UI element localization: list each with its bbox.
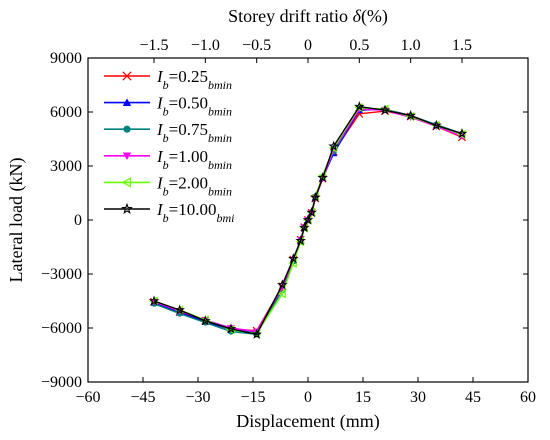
data-point <box>277 289 286 299</box>
legend-label: Ib=0.25bmin <box>156 67 232 92</box>
legend-marker <box>121 177 131 188</box>
top-tick-label: 1.5 <box>452 37 472 54</box>
marks-layer <box>148 101 468 339</box>
top-axis-label-unit: (%) <box>361 6 388 27</box>
top-tick-label: −1.5 <box>139 37 168 54</box>
legend-label: Ib=2.00bmin <box>156 173 232 198</box>
top-tick-label: −0.5 <box>242 37 271 54</box>
data-point <box>251 328 262 339</box>
data-point <box>200 315 211 326</box>
ticks-layer: −60 −45 −30 −15 0 15 30 45 60 −9000 −6000 −3000 0 300… <box>41 37 536 406</box>
data-point <box>457 129 466 140</box>
x-tick-label: 0 <box>304 389 312 406</box>
data-point <box>405 110 416 121</box>
legend-item: Ib=0.25bmin <box>104 67 232 92</box>
data-point <box>379 104 391 115</box>
legend: Ib=0.25bminIb=0.50bminIb=0.75bminIb=1.00… <box>104 67 235 225</box>
data-point <box>299 221 310 233</box>
y-tick-label: −6000 <box>41 320 82 337</box>
legend-label: Ib=0.75bmin <box>156 120 232 145</box>
y-tick-label: −3000 <box>41 266 82 283</box>
data-point <box>174 304 185 315</box>
data-point <box>148 295 160 306</box>
x-tick-label: 15 <box>355 389 371 406</box>
legend-marker <box>122 152 132 160</box>
legend-label: Ib=0.50bmin <box>156 94 232 119</box>
legend-marker <box>123 125 131 133</box>
data-point <box>288 258 297 268</box>
top-tick-label: −1.0 <box>191 37 220 54</box>
series-5 <box>148 101 468 339</box>
y-tick-label: −9000 <box>41 374 82 391</box>
x-axis-label: Displacement (mm) <box>236 411 379 432</box>
data-point <box>225 323 237 334</box>
data-point <box>317 172 328 183</box>
y-tick-label: 0 <box>74 212 82 229</box>
legend-label: Ib=10.00bmi <box>156 200 235 225</box>
x-tick-label: 30 <box>410 389 426 406</box>
legend-marker <box>121 202 133 215</box>
legend-marker <box>122 71 132 81</box>
x-tick-label: −15 <box>240 389 265 406</box>
data-point <box>288 253 299 264</box>
data-point <box>431 119 442 131</box>
x-tick-label: 60 <box>520 389 536 406</box>
x-tick-label: 45 <box>465 389 481 406</box>
legend-item: Ib=0.50bmin <box>104 94 232 119</box>
data-point <box>328 140 339 151</box>
legend-item: Ib=10.00bmi <box>104 200 235 225</box>
data-point <box>277 279 288 290</box>
legend-item: Ib=1.00bmin <box>104 147 232 172</box>
x-tick-label: −30 <box>185 389 210 406</box>
x-tick-label: −45 <box>130 389 155 406</box>
top-axis-label-base: Storey drift ratio <box>228 6 352 26</box>
y-tick-label: 6000 <box>50 104 82 121</box>
data-point <box>456 128 468 139</box>
series-line <box>153 105 463 336</box>
y-tick-label: 9000 <box>50 50 82 67</box>
x-tick-label: −60 <box>75 389 100 406</box>
legend-label: Ib=1.00bmin <box>156 147 232 172</box>
data-point <box>354 101 365 112</box>
data-point <box>310 191 321 203</box>
top-tick-label: 0.5 <box>349 37 369 54</box>
data-point <box>306 206 317 217</box>
legend-item: Ib=0.75bmin <box>104 120 232 145</box>
top-axis-label: Storey drift ratio δ(%) <box>228 6 388 27</box>
y-tick-label: 3000 <box>50 158 82 175</box>
legend-item: Ib=2.00bmin <box>104 173 232 198</box>
top-axis-label-symbol: δ <box>353 6 362 26</box>
legend-marker <box>122 98 132 106</box>
data-point <box>295 235 306 246</box>
top-tick-label: 0 <box>304 37 312 54</box>
data-point <box>302 214 314 225</box>
y-axis-label: Lateral load (kN) <box>6 158 27 283</box>
top-tick-label: 1.0 <box>401 37 421 54</box>
